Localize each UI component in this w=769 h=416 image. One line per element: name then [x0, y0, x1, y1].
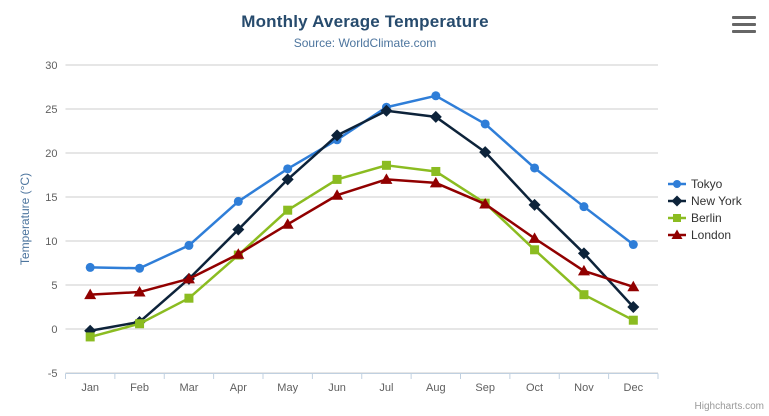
legend-label: Berlin: [691, 211, 722, 225]
legend-label: Tokyo: [691, 177, 723, 191]
marker-london[interactable]: [479, 198, 492, 209]
marker-tokyo[interactable]: [579, 202, 589, 212]
marker-london[interactable]: [182, 272, 195, 284]
marker-tokyo[interactable]: [85, 262, 95, 272]
marker-london[interactable]: [380, 173, 393, 184]
y-axis-tick-label: 25: [45, 104, 57, 116]
y-axis-title: Temperature (°C): [18, 173, 32, 265]
x-axis-tick-label: Mar: [179, 382, 198, 394]
x-axis-tick-label: Aug: [426, 382, 446, 394]
x-axis-tick-label: Apr: [230, 382, 247, 394]
legend-marker-square-icon: [668, 214, 686, 222]
marker-new-york[interactable]: [232, 223, 245, 236]
marker-london[interactable]: [627, 280, 640, 292]
series-line-berlin[interactable]: [88, 164, 635, 339]
x-axis-tick-label: Feb: [130, 382, 149, 394]
marker-berlin[interactable]: [381, 160, 391, 170]
series-line-tokyo[interactable]: [88, 94, 635, 270]
marker-london[interactable]: [577, 264, 590, 276]
legend-label: London: [691, 228, 732, 242]
marker-tokyo[interactable]: [628, 240, 638, 250]
marker-new-york[interactable]: [429, 110, 442, 123]
legend-marker-diamond-icon: [668, 195, 686, 207]
marker-berlin[interactable]: [579, 290, 589, 300]
y-axis-tick-label: 5: [51, 280, 57, 292]
marker-berlin[interactable]: [628, 315, 638, 325]
legend: Tokyo New York Berlin London: [668, 176, 742, 244]
marker-berlin[interactable]: [283, 205, 293, 215]
legend-symbol: [673, 180, 681, 188]
marker-berlin[interactable]: [135, 319, 145, 329]
marker-berlin[interactable]: [332, 174, 342, 184]
marker-new-york[interactable]: [331, 129, 344, 142]
marker-london[interactable]: [528, 232, 541, 243]
x-axis-tick-label: Nov: [574, 382, 594, 394]
marker-tokyo[interactable]: [184, 240, 194, 250]
legend-symbol: [673, 214, 681, 222]
marker-new-york[interactable]: [281, 173, 294, 186]
y-axis-tick-label: 30: [45, 60, 57, 72]
marker-new-york[interactable]: [627, 301, 640, 313]
y-axis-tick-label: 10: [45, 236, 57, 248]
legend-symbol: [671, 195, 683, 207]
x-axis-tick-label: Dec: [624, 382, 644, 394]
x-axis-tick-label: Jul: [379, 382, 393, 394]
legend-label: New York: [691, 194, 742, 208]
marker-new-york[interactable]: [479, 146, 492, 159]
legend-item-berlin[interactable]: Berlin: [668, 210, 742, 226]
marker-tokyo[interactable]: [530, 163, 540, 173]
legend-item-tokyo[interactable]: Tokyo: [668, 176, 742, 192]
hamburger-menu-icon: [732, 29, 756, 33]
marker-tokyo[interactable]: [135, 263, 145, 273]
series-line-london[interactable]: [88, 178, 635, 296]
marker-london[interactable]: [281, 218, 294, 229]
x-axis-tick-label: May: [277, 382, 298, 394]
series-line-new-york[interactable]: [88, 109, 635, 333]
marker-london[interactable]: [84, 288, 97, 300]
marker-london[interactable]: [232, 248, 245, 259]
marker-berlin[interactable]: [184, 293, 194, 303]
marker-london[interactable]: [331, 189, 344, 200]
export-menu-button[interactable]: [731, 14, 757, 34]
marker-new-york[interactable]: [577, 247, 590, 260]
highcharts-credits-link[interactable]: Highcharts.com: [694, 401, 764, 412]
y-axis-tick-label: 15: [45, 192, 57, 204]
legend-marker-circle-icon: [668, 180, 686, 188]
legend-symbol: [671, 229, 683, 239]
marker-tokyo[interactable]: [431, 91, 441, 101]
legend-item-london[interactable]: London: [668, 227, 742, 243]
marker-berlin[interactable]: [431, 166, 441, 176]
marker-new-york[interactable]: [380, 104, 393, 117]
x-axis-tick-label: Oct: [526, 382, 543, 394]
hamburger-menu-icon: [732, 15, 756, 19]
hamburger-menu-icon: [732, 22, 756, 26]
marker-tokyo[interactable]: [480, 119, 490, 129]
marker-tokyo[interactable]: [233, 196, 243, 206]
x-axis-tick-label: Jun: [328, 382, 346, 394]
marker-new-york[interactable]: [528, 198, 541, 211]
marker-london[interactable]: [429, 176, 442, 188]
y-axis-tick-label: 20: [45, 148, 57, 160]
marker-berlin[interactable]: [530, 245, 540, 255]
x-axis-tick-label: Jan: [81, 382, 99, 394]
x-axis-tick-label: Sep: [475, 382, 495, 394]
y-axis-tick-label: 0: [51, 324, 57, 336]
marker-tokyo[interactable]: [283, 164, 293, 174]
legend-marker-triangle-icon: [668, 229, 686, 239]
legend-item-new-york[interactable]: New York: [668, 193, 742, 209]
y-axis-tick-label: -5: [48, 368, 58, 380]
marker-berlin[interactable]: [85, 332, 95, 342]
marker-london[interactable]: [133, 286, 146, 297]
